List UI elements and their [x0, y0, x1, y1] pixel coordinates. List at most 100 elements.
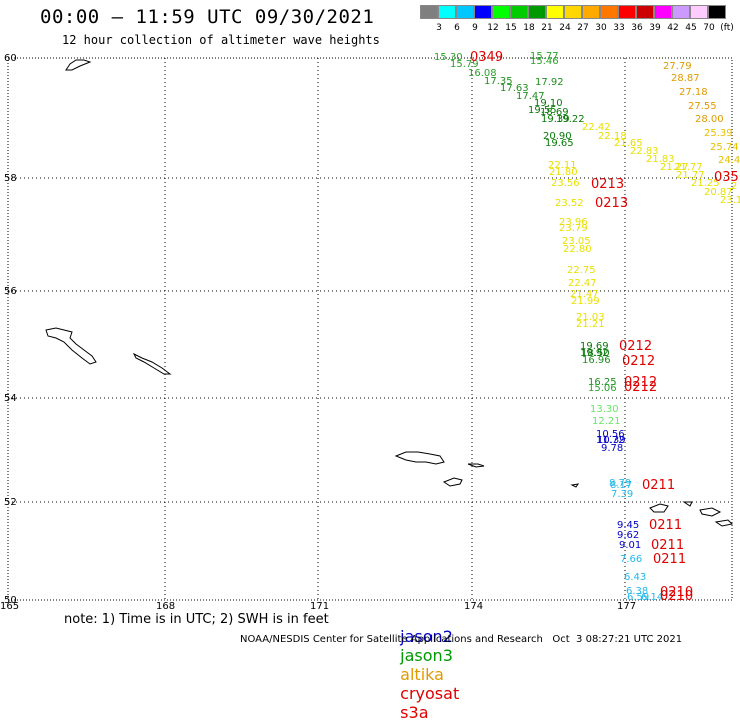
- wave-height-value: 2: [731, 181, 737, 192]
- wave-height-value: 21.83: [646, 154, 675, 165]
- wave-height-value: 9.78: [601, 443, 623, 454]
- wave-height-value: 21.47: [570, 289, 599, 300]
- scale-swatch: [456, 5, 474, 19]
- scale-label: 42: [667, 23, 679, 33]
- scale-swatch: [438, 5, 456, 19]
- pass-time-label: 0349: [470, 50, 503, 65]
- wave-height-value: 10.39: [597, 435, 626, 446]
- latitude-labels: 60 58 56 54 52 50: [4, 53, 17, 606]
- scale-label: 3: [436, 23, 442, 33]
- scale-swatch: [690, 5, 708, 19]
- wave-height-value: 8.17: [610, 480, 632, 491]
- scale-label: 15: [505, 23, 517, 33]
- scale-label: 33: [613, 23, 625, 33]
- footer-note: note: 1) Time is in UTC; 2) SWH is in fe…: [64, 612, 329, 627]
- land-kamchatka: [65, 59, 92, 71]
- wave-height-value: 23.79: [559, 223, 588, 234]
- scale-label: 18: [523, 23, 535, 33]
- wave-height-value: 22.11: [548, 160, 577, 171]
- scale-label: 21: [541, 23, 553, 33]
- credit-line: NOAA/NESDIS Center for Satellite Applica…: [240, 634, 683, 645]
- wave-height-value: 15.30: [434, 52, 463, 63]
- sat-cryosat: cryosat: [400, 684, 460, 703]
- wave-height-value: 25.39: [704, 128, 733, 139]
- scale-swatch: [672, 5, 690, 19]
- scale-label: 24: [559, 23, 571, 33]
- wave-height-value: 17.92: [535, 77, 564, 88]
- sat-s3a: s3a: [400, 703, 429, 722]
- wave-height-value: 27.79: [663, 61, 692, 72]
- wave-height-value: 10.56: [596, 429, 625, 440]
- wave-height-value: 21.65: [614, 138, 643, 149]
- scale-label: 6: [454, 23, 460, 33]
- longitude-labels: 165 168 171 174 177: [0, 601, 636, 612]
- lon-label: 177: [617, 601, 636, 612]
- scale-swatch: [618, 5, 636, 19]
- pass-time-label: 0211: [649, 518, 682, 533]
- wave-height-value: 19.39: [541, 114, 570, 125]
- altimeter-map[interactable]: 60 58 56 54 52 50 165 168 171 174 177 15…: [0, 0, 740, 650]
- wave-height-value: 21.77: [676, 170, 705, 181]
- wave-height-value: 17.63: [500, 83, 529, 94]
- wave-height-value: 21.25: [691, 178, 720, 189]
- pass-time-label: 0213: [591, 177, 624, 192]
- wave-height-value: 6.59: [627, 592, 649, 603]
- scale-swatch: [420, 5, 438, 19]
- wave-height-value: 20.87: [704, 187, 733, 198]
- pass-time-label: 0212: [622, 354, 655, 369]
- wave-height-value: 27.55: [688, 101, 717, 112]
- wave-height-value: 19.55: [528, 105, 557, 116]
- wave-height-value: 24.41: [718, 155, 740, 166]
- wave-height-value: 19.92: [580, 348, 609, 359]
- scale-swatch: [600, 5, 618, 19]
- wave-height-value: 19.22: [556, 114, 585, 125]
- satellite-legend: jason2 jason3 altika cryosat s3a: [390, 608, 469, 722]
- scale-swatch: [474, 5, 492, 19]
- page-subtitle: 12 hour collection of altimeter wave hei…: [62, 33, 380, 47]
- lat-label: 58: [4, 173, 17, 184]
- scale-label: 70: [703, 23, 715, 33]
- wave-height-value: 21.77: [674, 162, 703, 173]
- lat-label: 56: [4, 286, 17, 297]
- wave-height-value: 21.21: [576, 319, 605, 330]
- scale-swatch: [636, 5, 654, 19]
- wave-height-value: 16.25: [588, 377, 617, 388]
- wave-height-value: 21.99: [571, 296, 600, 307]
- pass-time-label: 0212: [619, 339, 652, 354]
- wave-height-value: 6.38: [626, 586, 648, 597]
- scale-label: 12: [487, 23, 499, 33]
- wave-height-value: 16.08: [468, 68, 497, 79]
- pass-time-label: 0211: [642, 478, 675, 493]
- land-medny-island: [132, 352, 172, 375]
- wave-height-value: 15.77: [530, 51, 559, 62]
- land-rat-islands: [570, 483, 580, 488]
- wave-height-value: 9.01: [619, 540, 641, 551]
- scale-label: 27: [577, 23, 589, 33]
- wave-height-value: 23.56: [551, 178, 580, 189]
- scale-label: 9: [472, 23, 478, 33]
- land-agattu: [442, 477, 463, 487]
- pass-time-label: 0212: [624, 380, 657, 395]
- scale-swatch: [492, 5, 510, 19]
- wave-height-value: 19.10: [534, 98, 563, 109]
- graticule: [8, 58, 732, 600]
- wave-height-value: 16.96: [582, 355, 611, 366]
- land-islet: [682, 501, 693, 507]
- lat-label: 60: [4, 53, 17, 64]
- lon-label: 168: [156, 601, 175, 612]
- land-bering-island: [45, 327, 97, 365]
- wave-height-value: 23.1: [720, 195, 740, 206]
- wave-height-value: 23.96: [559, 217, 588, 228]
- land-kiska: [649, 503, 669, 513]
- wave-height-value: 19.65: [545, 138, 574, 149]
- wave-height-value: 8.79: [609, 478, 631, 489]
- wave-height-value: 23.52: [555, 198, 584, 209]
- scale-swatch: [654, 5, 672, 19]
- wave-height-value: 17.47: [516, 91, 545, 102]
- lat-label: 50: [4, 595, 17, 606]
- pass-time-label: 035: [714, 170, 739, 185]
- lon-label: 171: [310, 601, 329, 612]
- sat-jason3: jason3: [400, 646, 453, 665]
- wave-height-value: 23.05: [562, 236, 591, 247]
- scale-swatch: [546, 5, 564, 19]
